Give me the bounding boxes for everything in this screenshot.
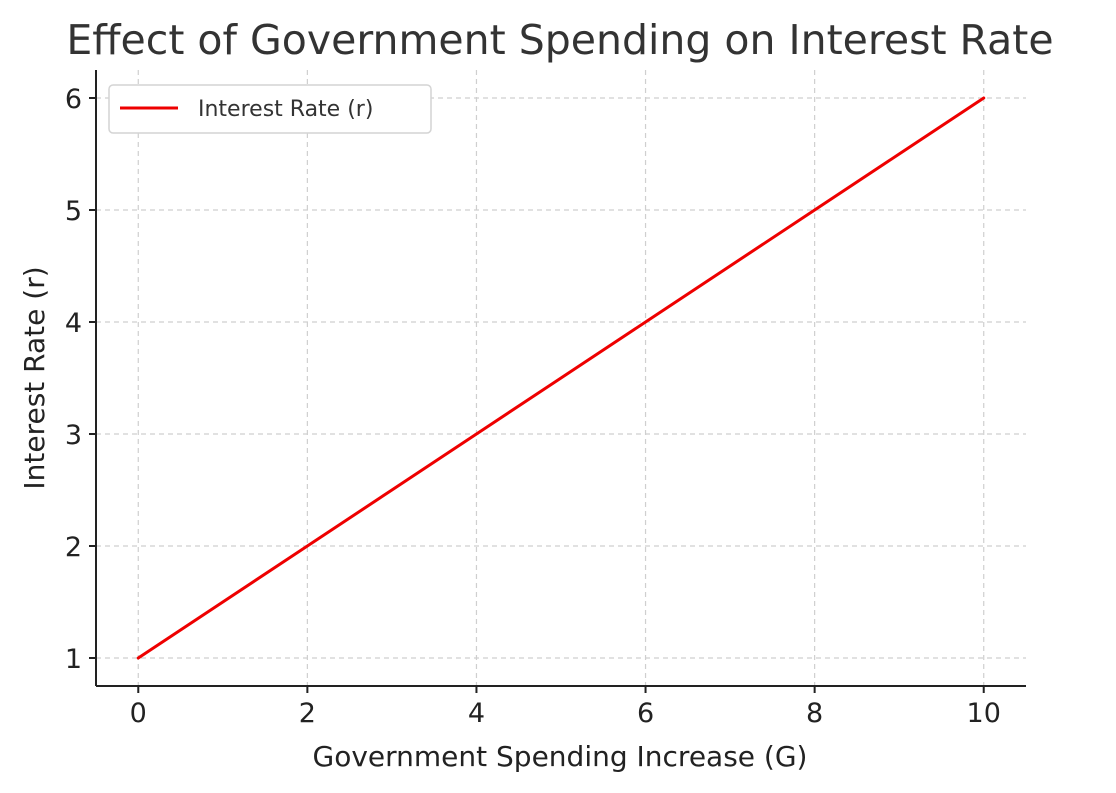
x-tick-label: 0 (130, 698, 147, 729)
x-tick-label: 4 (468, 698, 485, 729)
series-line (136, 96, 986, 660)
grid (96, 70, 1026, 686)
y-tick-label: 1 (65, 644, 82, 675)
x-tick-label: 8 (806, 698, 823, 729)
y-tick-label: 6 (65, 84, 82, 115)
series-layer (136, 96, 986, 660)
legend-box (108, 84, 432, 134)
y-ticks: 1 2 3 4 5 6 (65, 84, 96, 675)
y-tick-label: 5 (65, 196, 82, 227)
legend-entry-label: Interest Rate (r) (198, 97, 373, 122)
x-ticks: 0 2 4 6 8 10 (130, 686, 1001, 729)
x-tick-label: 6 (637, 698, 654, 729)
x-axis-label: Government Spending Increase (G) (313, 740, 808, 773)
x-tick-label: 2 (299, 698, 316, 729)
x-tick-label: 10 (967, 698, 1001, 729)
legend: Interest Rate (r) (108, 84, 432, 134)
y-tick-label: 2 (65, 532, 82, 563)
y-tick-label: 4 (65, 308, 82, 339)
axes (95, 70, 1026, 687)
chart-title: Effect of Government Spending on Interes… (66, 16, 1053, 64)
y-tick-label: 3 (65, 420, 82, 451)
y-axis-label: Interest Rate (r) (18, 266, 51, 489)
